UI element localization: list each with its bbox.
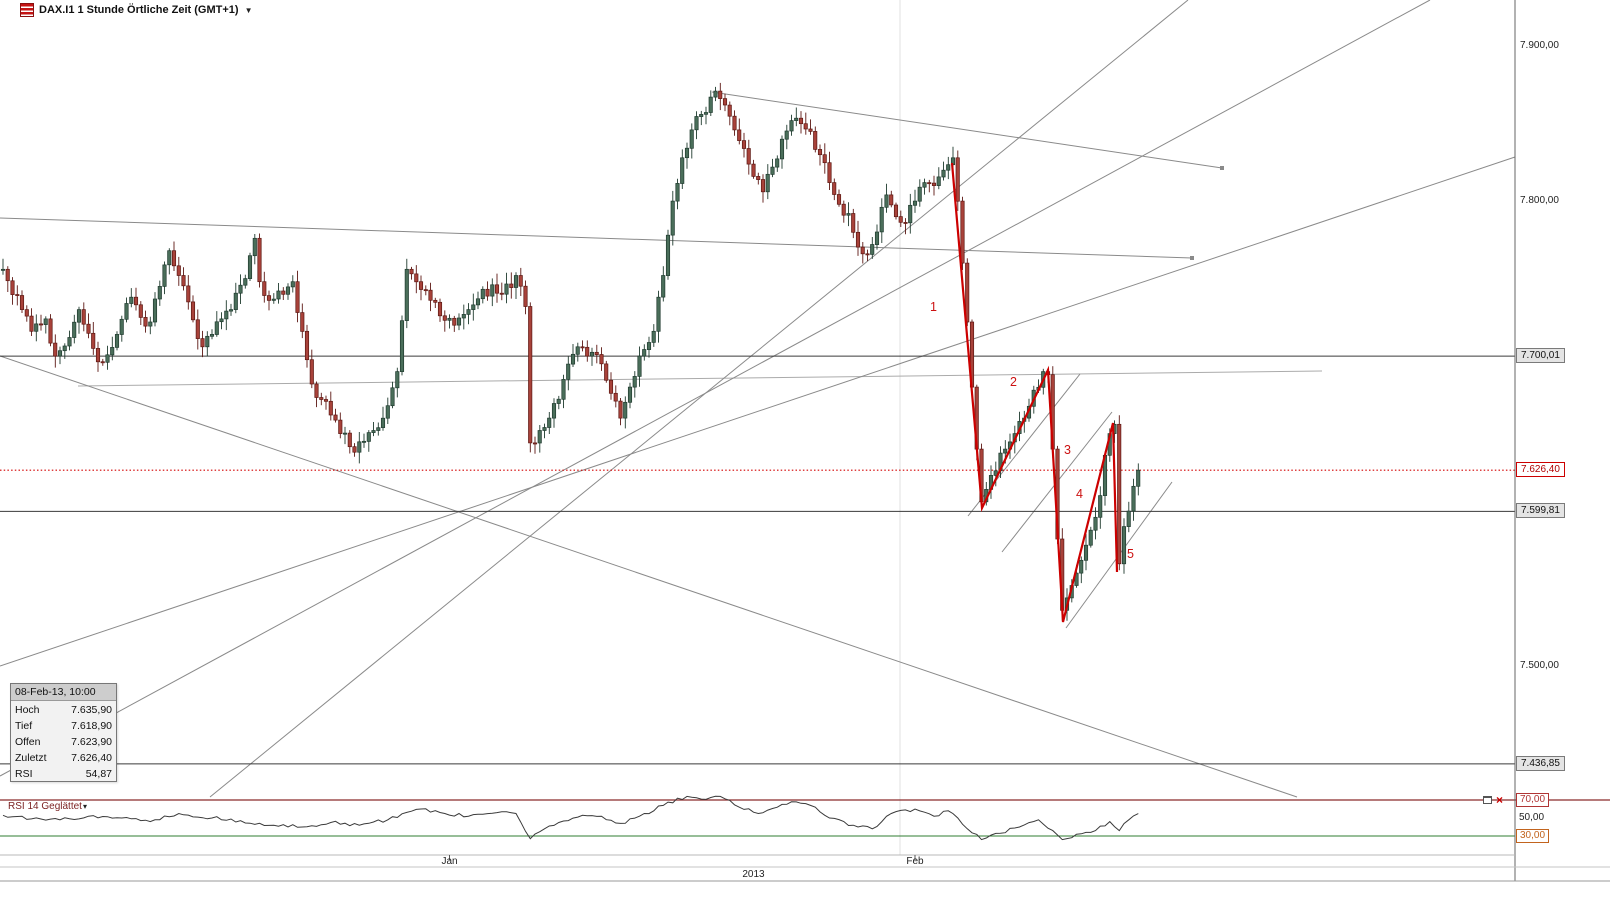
rsi-level-chip: 50,00 bbox=[1519, 812, 1545, 823]
rsi-level-chip: 30,00 bbox=[1516, 829, 1550, 843]
price-level-lines[interactable] bbox=[0, 355, 1515, 765]
time-axis-month-label: Jan bbox=[441, 856, 458, 867]
instrument-selector[interactable]: DAX.I1 1 Stunde Örtliche Zeit (GMT+1) ▼ bbox=[20, 3, 252, 17]
time-axis-month-label: Feb bbox=[906, 856, 924, 867]
wave-label-2[interactable]: 2 bbox=[1010, 375, 1017, 389]
tooltip-timestamp: 08-Feb-13, 10:00 bbox=[11, 684, 116, 701]
tooltip-row-rsi: RSI 54,87 bbox=[15, 767, 112, 780]
price-level-chip: 7.599,81 bbox=[1516, 503, 1565, 519]
current-price-chip: 7.626,40 bbox=[1516, 462, 1565, 478]
price-axis-label: 7.900,00 bbox=[1520, 40, 1559, 52]
wave-label-1[interactable]: 1 bbox=[930, 300, 937, 314]
candlesticks bbox=[0, 82, 1141, 621]
wave-label-3[interactable]: 3 bbox=[1064, 443, 1071, 457]
instrument-logo-icon bbox=[20, 3, 34, 17]
tooltip-row-tief: Tief 7.618,90 bbox=[15, 719, 112, 732]
price-axis-label: 7.500,00 bbox=[1520, 660, 1559, 672]
wave-label-4[interactable]: 4 bbox=[1076, 487, 1083, 501]
trendline-handle bbox=[1190, 256, 1194, 260]
rsi-level-chip: 70,00 bbox=[1516, 793, 1550, 807]
chart-title: DAX.I1 1 Stunde Örtliche Zeit (GMT+1) bbox=[39, 4, 239, 16]
impulse-wave-line[interactable] bbox=[950, 162, 1119, 623]
rsi-indicator-selector[interactable]: RSI 14 Geglättet▾ bbox=[8, 801, 87, 812]
rsi-line bbox=[2, 795, 1139, 841]
trendlines[interactable] bbox=[0, 0, 1516, 798]
rsi-close-icon[interactable]: × bbox=[1496, 793, 1504, 807]
axis-frame bbox=[0, 0, 1610, 882]
trendline-handle bbox=[1220, 166, 1224, 170]
price-axis-label: 7.800,00 bbox=[1520, 195, 1559, 207]
tooltip-row-offen: Offen 7.623,90 bbox=[15, 735, 112, 748]
price-level-chip: 7.436,85 bbox=[1516, 755, 1565, 771]
chevron-down-icon[interactable]: ▼ bbox=[244, 5, 253, 15]
time-axis-year-label: 2013 bbox=[742, 869, 765, 880]
wave-label-5[interactable]: 5 bbox=[1127, 547, 1134, 561]
ohlc-tooltip: 08-Feb-13, 10:00 Hoch 7.635,90 Tief 7.61… bbox=[10, 683, 117, 782]
rsi-panel-lines bbox=[0, 799, 1610, 837]
tooltip-row-hoch: Hoch 7.635,90 bbox=[15, 703, 112, 716]
price-level-chip: 7.700,01 bbox=[1516, 348, 1565, 364]
rsi-restore-icon[interactable] bbox=[1483, 796, 1492, 804]
chevron-down-icon[interactable]: ▾ bbox=[82, 802, 87, 811]
tooltip-row-zuletzt: Zuletzt 7.626,40 bbox=[15, 751, 112, 764]
